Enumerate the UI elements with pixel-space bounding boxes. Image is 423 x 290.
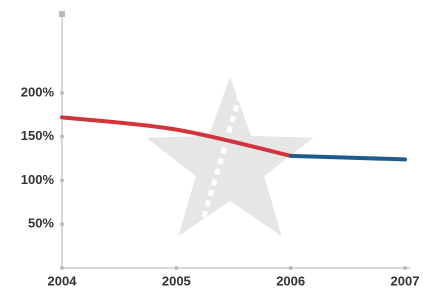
x-tick-label: 2007	[391, 273, 420, 288]
chart: 50% 100% 150% 200% 2004 2005 2006 2007	[0, 0, 423, 290]
x-tick-mark	[174, 266, 178, 270]
line-series	[291, 156, 405, 160]
x-tick-mark	[60, 266, 64, 270]
x-tick-label: 2006	[276, 273, 305, 288]
y-tick-mark	[60, 178, 64, 182]
x-tick-mark	[403, 266, 407, 270]
y-tick-mark	[60, 135, 64, 139]
y-tick-label: 150%	[21, 128, 55, 143]
x-tick-mark	[289, 266, 293, 270]
x-tick-label: 2005	[162, 273, 191, 288]
y-tick-label: 50%	[28, 216, 54, 231]
y-tick-mark	[60, 222, 64, 226]
y-tick-label: 100%	[21, 172, 55, 187]
y-tick-label: 200%	[21, 84, 55, 99]
axis-cap	[59, 11, 65, 17]
x-tick-label: 2004	[48, 273, 78, 288]
y-tick-mark	[60, 91, 64, 95]
